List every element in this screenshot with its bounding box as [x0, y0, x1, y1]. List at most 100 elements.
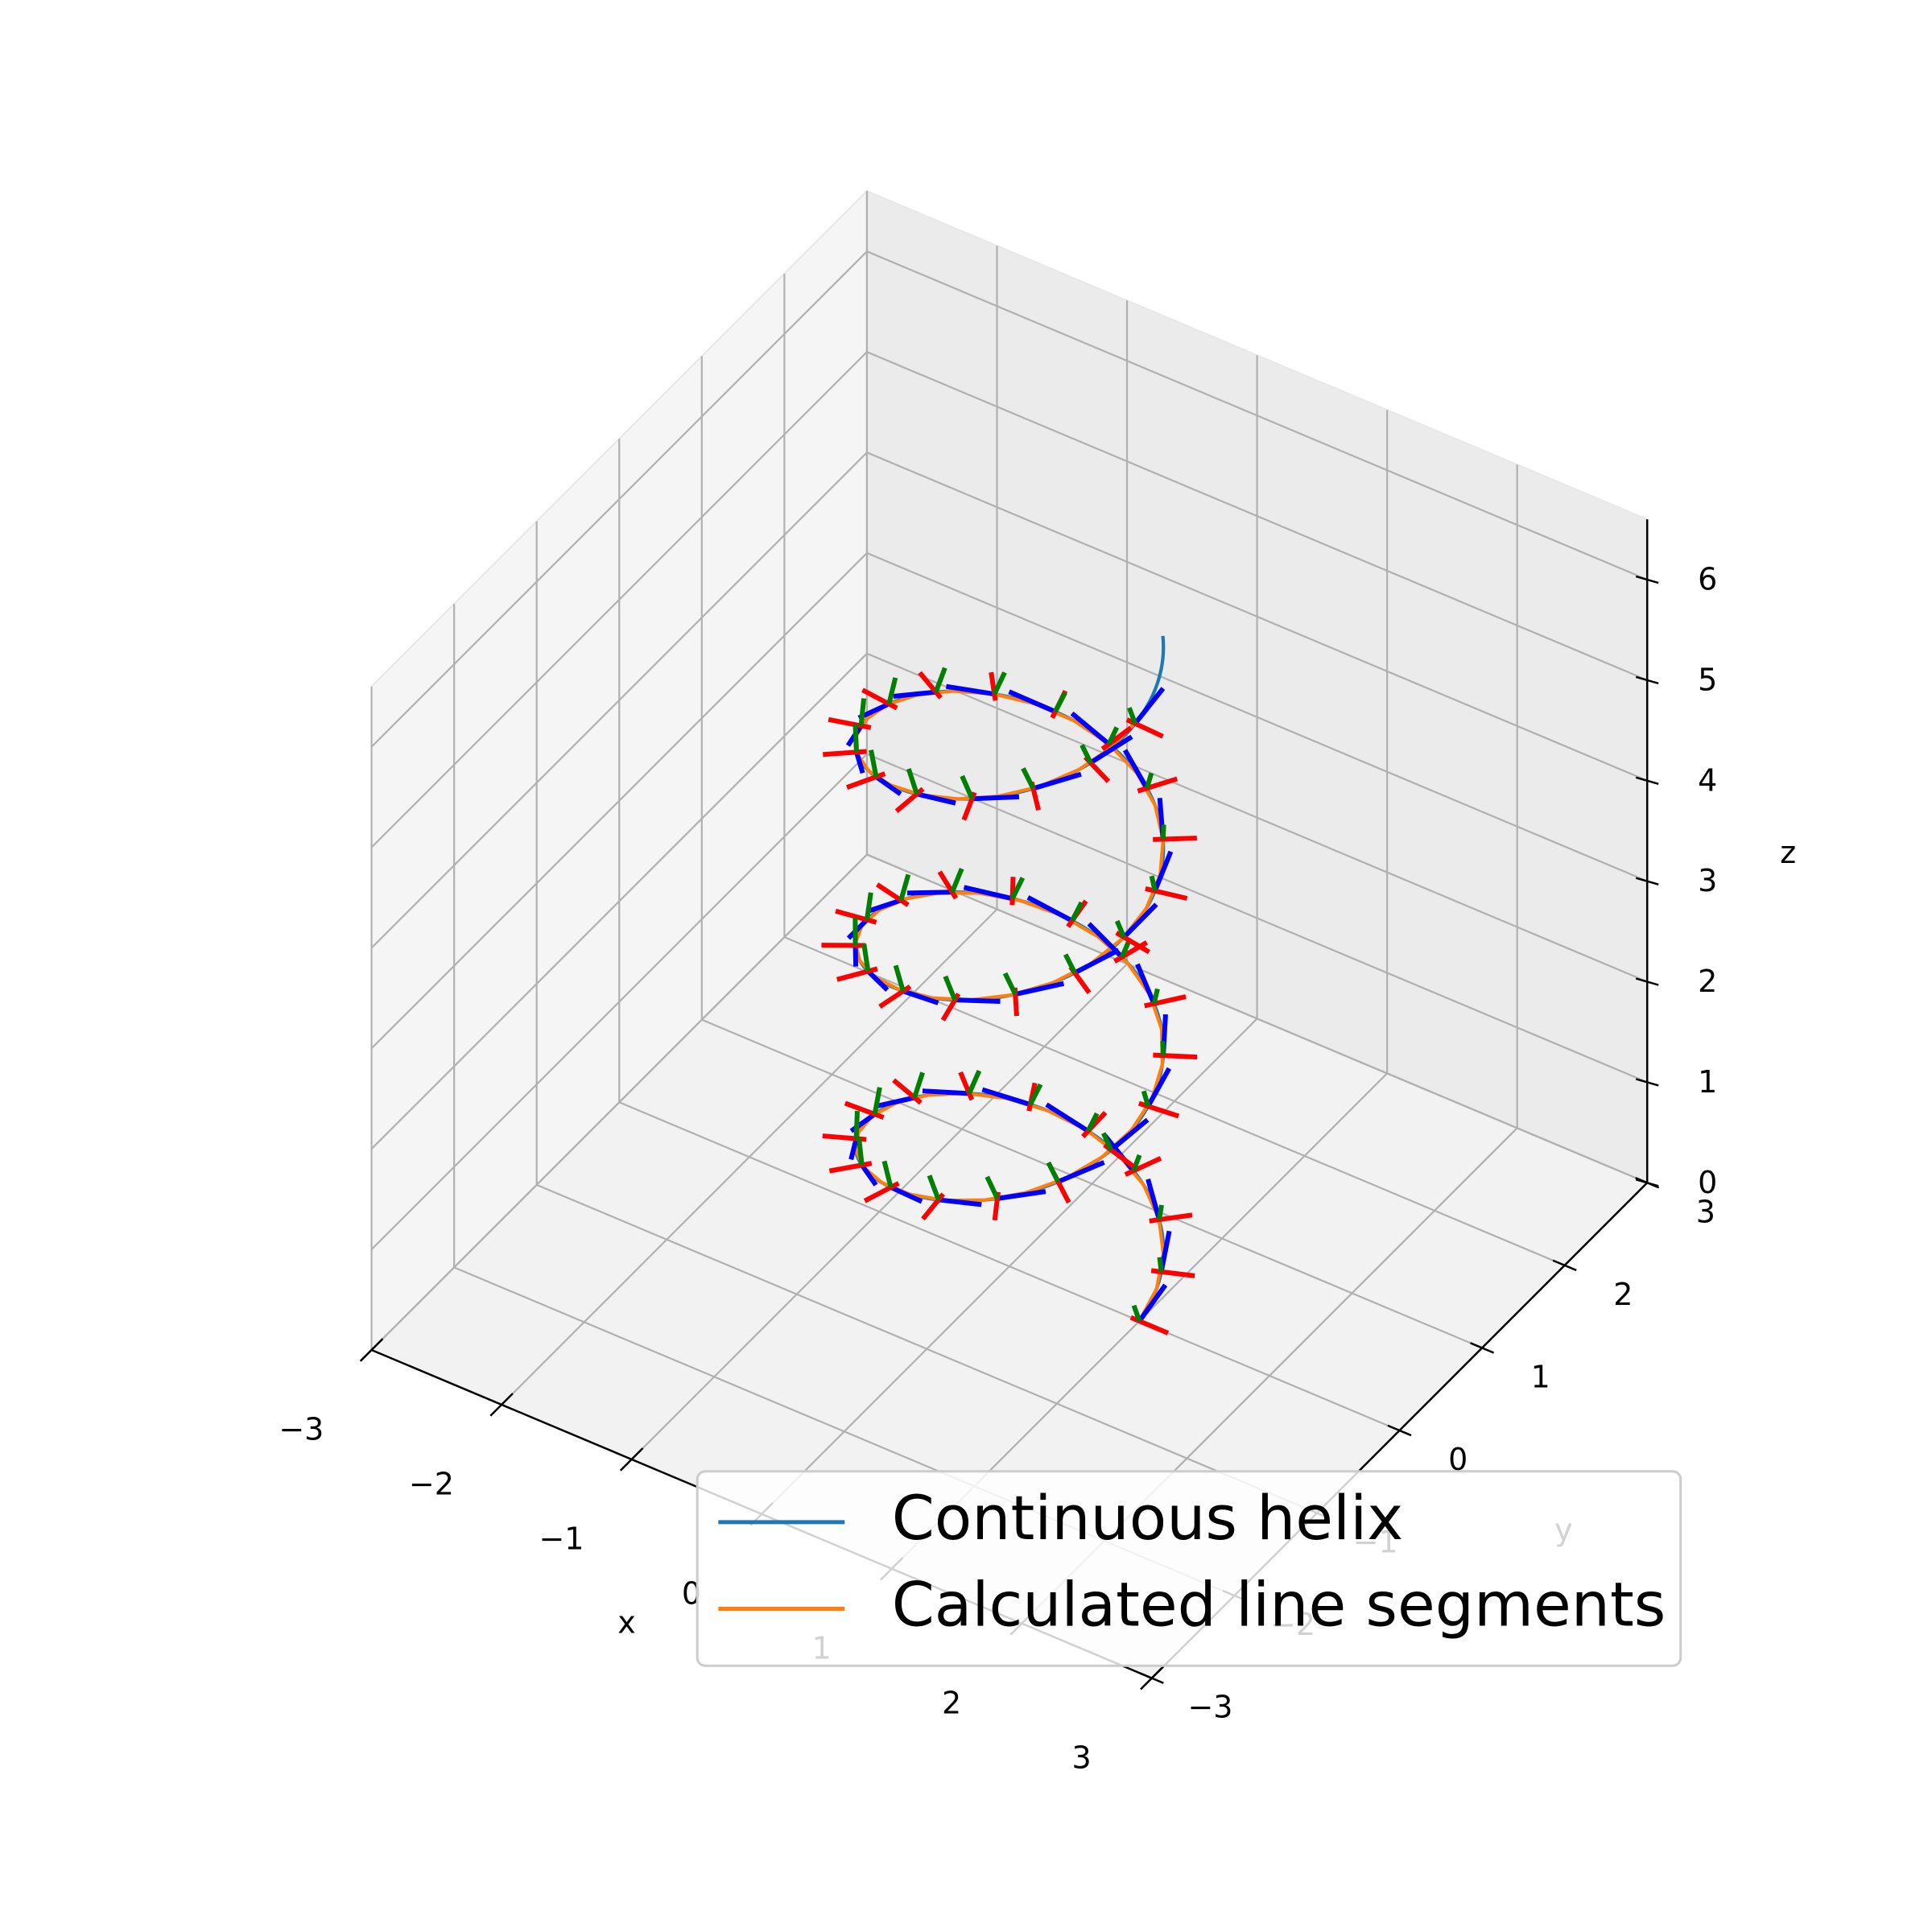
- grid-left-z: [370, 351, 868, 848]
- tangent-vector: [902, 989, 939, 1005]
- normal-vector: [1137, 776, 1179, 794]
- binormal-vector: [1119, 939, 1132, 959]
- normal-vector: [828, 1161, 873, 1174]
- tangent-vector: [1133, 687, 1166, 725]
- frame-marker: [1070, 711, 1133, 751]
- binormal-vector: [1131, 1304, 1142, 1323]
- frame-marker: [921, 1174, 982, 1221]
- normal-vector: [1149, 1212, 1193, 1224]
- binormal-vector: [893, 964, 906, 993]
- tangent-vector: [848, 1137, 859, 1161]
- normal-vector: [828, 716, 872, 730]
- binormal-vector: [967, 1069, 982, 1095]
- binormal-vector: [858, 698, 867, 726]
- x-tick-label: 3: [1072, 1740, 1092, 1775]
- tangent-vector: [1014, 980, 1065, 997]
- normal-vector: [875, 882, 910, 907]
- tangent-vector: [938, 1197, 982, 1208]
- frame-marker: [823, 724, 867, 774]
- binormal-vector: [881, 1160, 894, 1188]
- tangent-vector: [972, 794, 1020, 802]
- normal-vector: [892, 1078, 923, 1105]
- normal-vector: [823, 749, 867, 758]
- binormal-vector: [985, 1175, 1000, 1200]
- binormal-vector: [1160, 824, 1166, 840]
- frame-marker: [1021, 767, 1082, 811]
- grid-back-z: [866, 853, 1648, 1184]
- binormal-vector: [1080, 744, 1093, 764]
- grid-back-z: [866, 753, 1648, 1084]
- tangent-vector: [906, 890, 952, 896]
- binormal-vector: [927, 1174, 941, 1201]
- frame-marker: [1145, 850, 1188, 901]
- binormal-vector: [933, 667, 947, 693]
- z-tick-label: 3: [1698, 863, 1717, 898]
- frame-marker: [836, 943, 890, 992]
- binormal-vector: [950, 868, 964, 894]
- binormal-vector: [1141, 1090, 1151, 1108]
- binormal-vector: [960, 774, 975, 800]
- normal-vector: [918, 671, 943, 700]
- x-tick-mark: [619, 1447, 644, 1472]
- normal-vector: [844, 1100, 885, 1120]
- y-tick-mark: [1387, 1424, 1412, 1437]
- tangent-vector: [1073, 947, 1121, 976]
- tangent-vector: [997, 1189, 1046, 1201]
- z-tick-label: 0: [1698, 1165, 1717, 1200]
- tangent-vector: [963, 885, 1013, 902]
- frame-marker: [1002, 972, 1065, 1017]
- tangent-vector: [1026, 895, 1074, 923]
- normal-vector: [1009, 877, 1016, 906]
- frame-marker: [1122, 749, 1179, 794]
- frame-marker: [1135, 963, 1187, 1009]
- z-tick-mark: [1635, 1179, 1659, 1187]
- binormal-vector: [1151, 988, 1160, 1005]
- frame-marker: [922, 1069, 982, 1101]
- tangent-vector: [874, 774, 902, 796]
- binormal-vector: [943, 975, 958, 1001]
- tangent-vector: [854, 751, 865, 774]
- x-tick-label: −2: [409, 1467, 454, 1502]
- z-tick-label: 4: [1698, 762, 1717, 798]
- legend-label: Continuous helix: [892, 1482, 1404, 1554]
- tangent-vector: [981, 1087, 1031, 1107]
- frame-marker: [1008, 689, 1068, 720]
- legend-box: [696, 1470, 1682, 1667]
- normal-vector: [989, 671, 998, 701]
- frame-marker: [875, 1071, 925, 1109]
- frame-marker: [893, 667, 947, 700]
- normal-vector: [1153, 1052, 1198, 1060]
- tangent-vector: [1146, 1067, 1172, 1108]
- tangent-vector: [1070, 711, 1111, 746]
- z-tick-mark: [1635, 977, 1659, 986]
- x-axis-label: x: [617, 1605, 636, 1641]
- z-tick-mark: [1635, 1078, 1659, 1087]
- frame-marker: [906, 868, 964, 900]
- tangent-vector: [890, 1185, 923, 1204]
- y-tick-label: 2: [1613, 1277, 1633, 1312]
- legend: Continuous helix Calculated line segments: [696, 1470, 1682, 1667]
- binormal-vector: [1131, 1154, 1142, 1172]
- frame-marker: [1063, 947, 1121, 994]
- frame-marker: [878, 964, 939, 1009]
- normal-vector: [846, 771, 886, 791]
- normal-vector: [861, 687, 898, 711]
- tangent-vector: [1008, 689, 1057, 714]
- binormal-vector: [1157, 1257, 1164, 1273]
- tangent-vector: [922, 1088, 970, 1096]
- grid-back-z: [866, 452, 1648, 782]
- binormal-vector: [1114, 919, 1126, 939]
- series-layer: [821, 635, 1198, 1335]
- grid-left-z: [370, 250, 868, 748]
- grid-back-z: [866, 652, 1648, 983]
- tangent-vector: [1152, 850, 1174, 892]
- frame-marker: [835, 892, 877, 940]
- frame-marker: [863, 1160, 923, 1204]
- y-tick-label: 1: [1531, 1359, 1550, 1394]
- binormal-vector: [856, 1137, 865, 1166]
- grid-left-z: [370, 753, 868, 1250]
- frame-marker: [894, 768, 956, 813]
- binormal-vector: [1046, 1161, 1061, 1183]
- binormal-vector: [992, 671, 1007, 696]
